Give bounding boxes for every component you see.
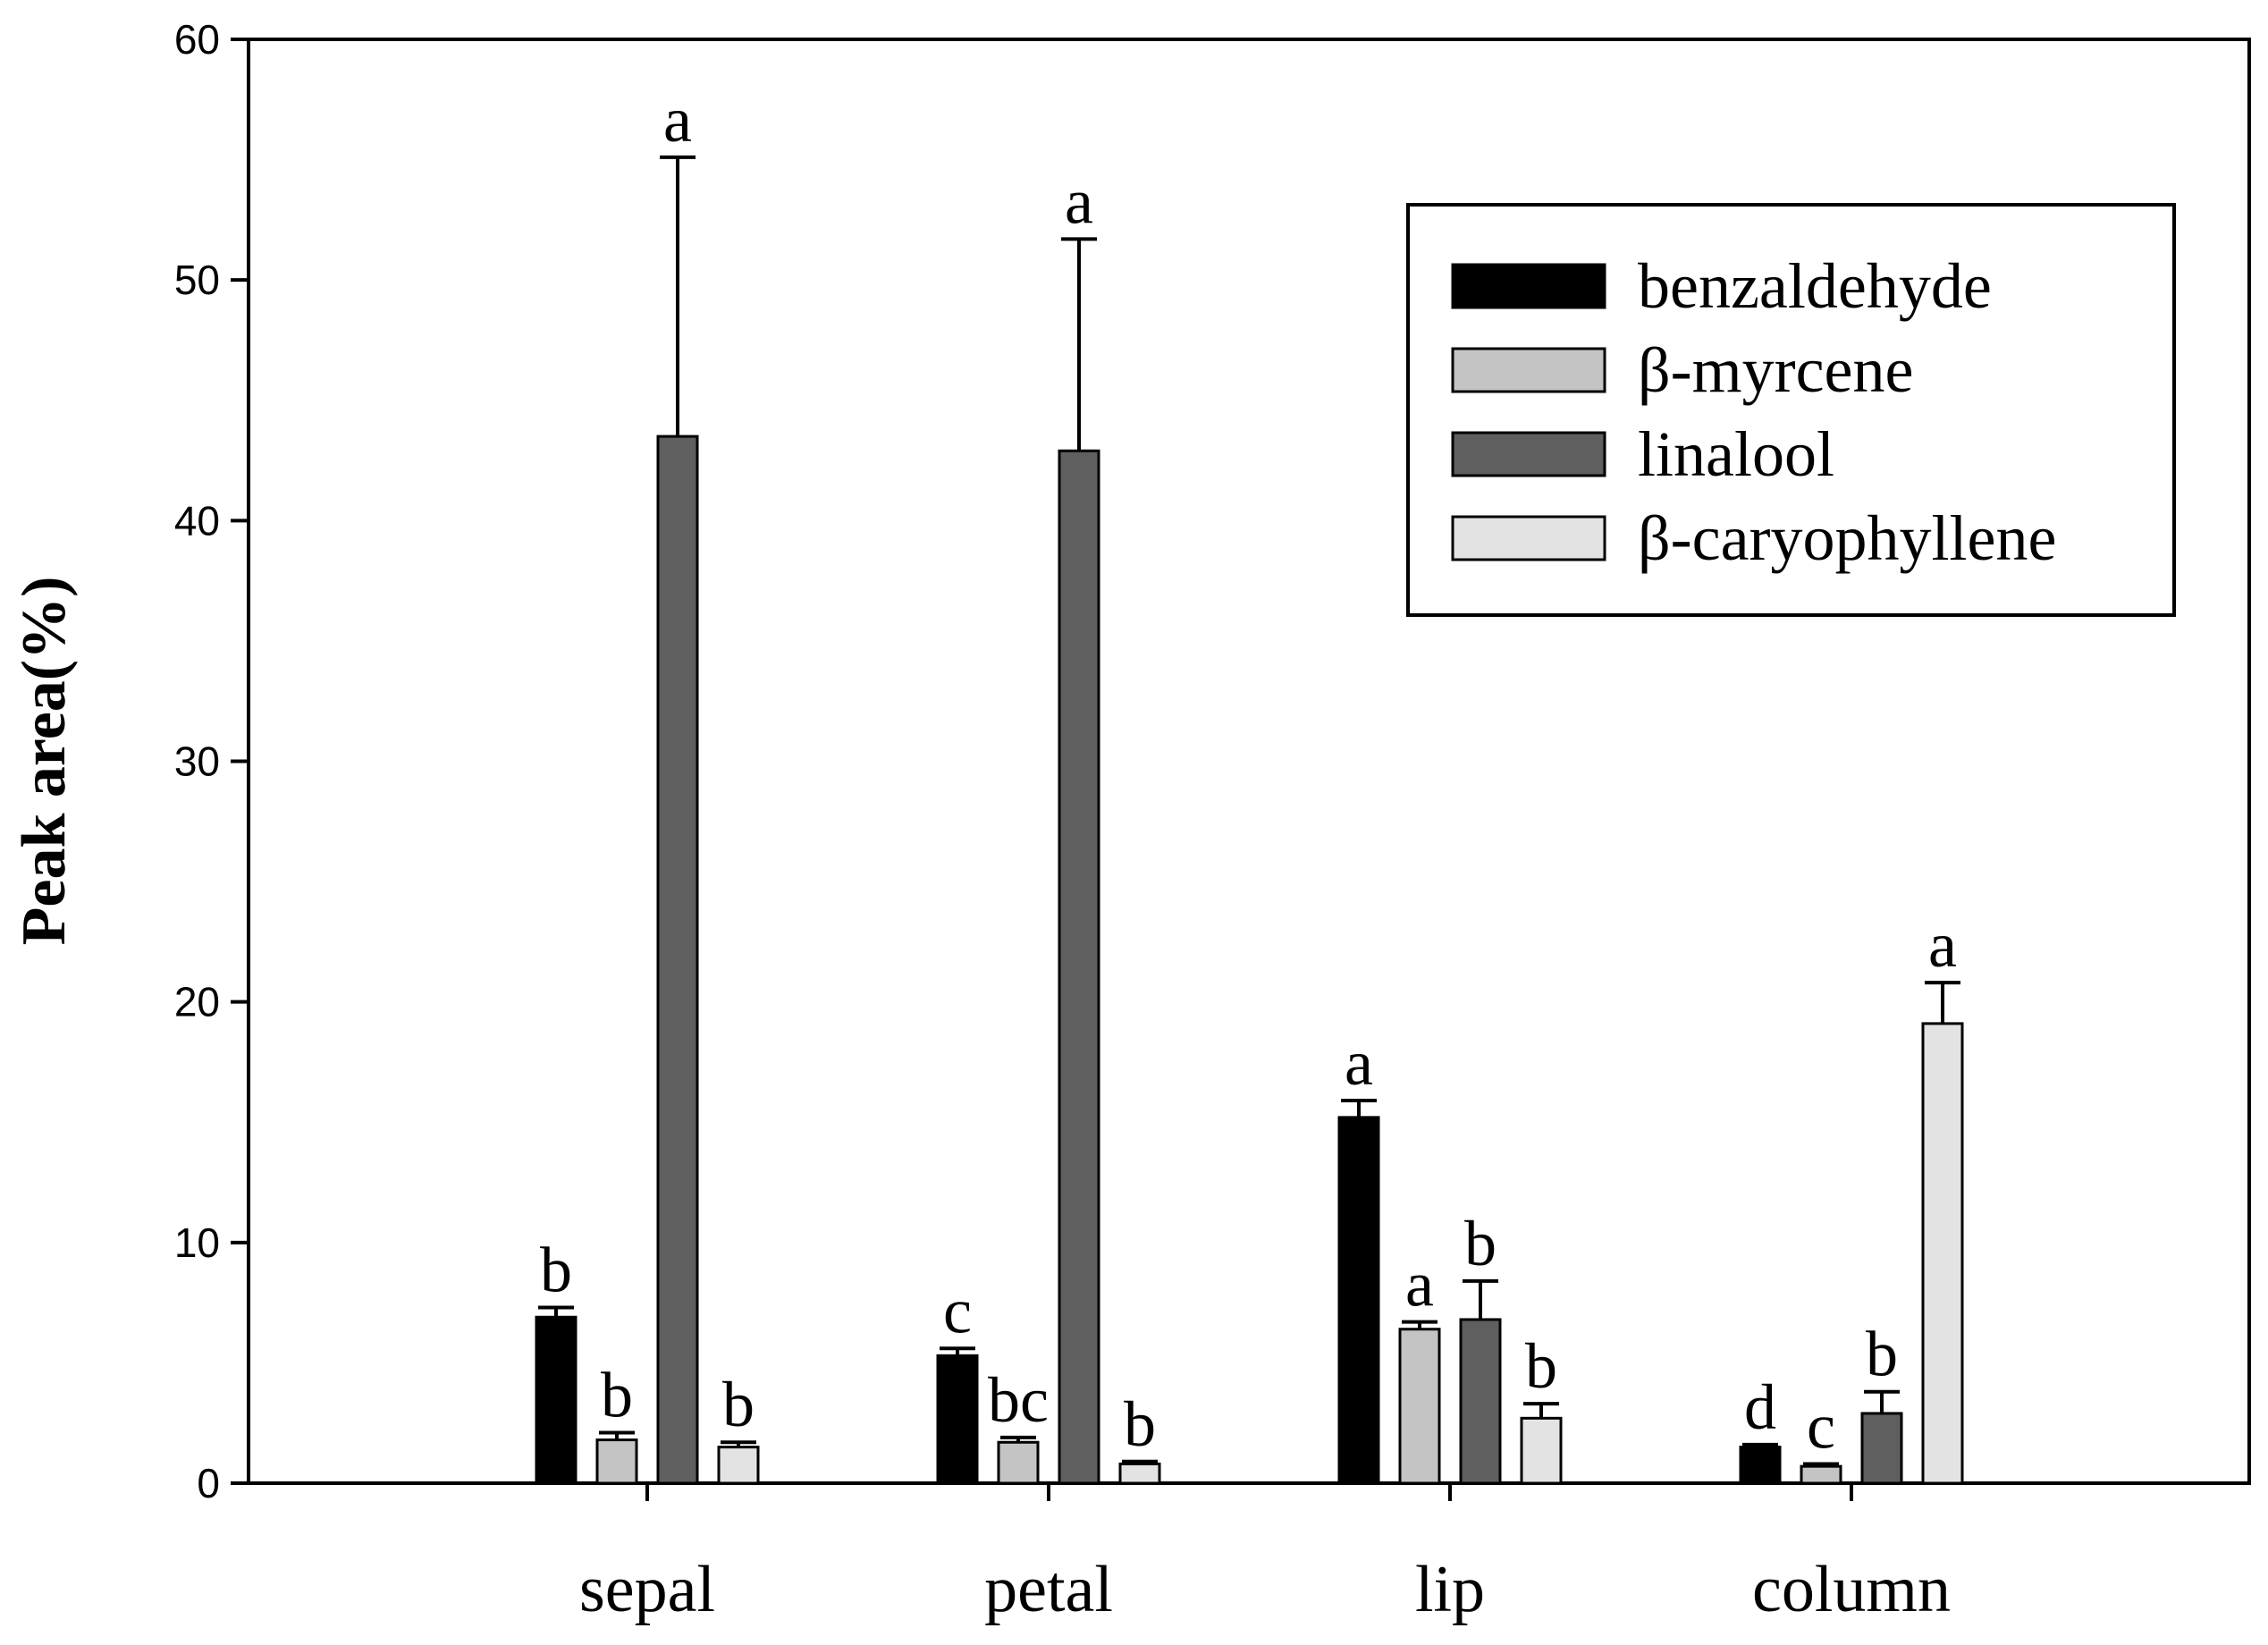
significance-letter: c (943, 1275, 972, 1346)
bar (595, 1438, 638, 1485)
bar (1058, 449, 1100, 1485)
bar (1800, 1464, 1842, 1485)
significance-letter: b (1866, 1319, 1898, 1390)
significance-letter: c (1807, 1390, 1835, 1462)
category-label-lip: lip (1415, 1553, 1485, 1626)
y-tick-label: 20 (174, 979, 220, 1025)
significance-letter: a (1928, 909, 1957, 981)
significance-letter: b (601, 1359, 633, 1430)
bar (936, 1354, 979, 1485)
y-tick-label: 30 (174, 738, 220, 785)
bar (1459, 1318, 1502, 1485)
bar (1398, 1328, 1441, 1485)
legend-label: benzaldehyde (1638, 250, 1992, 322)
y-tick-label: 60 (174, 16, 220, 63)
category-label-sepal: sepal (579, 1553, 715, 1626)
significance-letter: bc (988, 1364, 1049, 1436)
bar (717, 1446, 760, 1485)
bar (1739, 1446, 1782, 1485)
y-tick-label: 50 (174, 257, 220, 303)
significance-letter: a (1065, 165, 1093, 237)
significance-letter: b (1464, 1208, 1497, 1279)
bars-layer (535, 155, 1964, 1485)
bar (1860, 1412, 1903, 1485)
legend-swatch (1451, 431, 1606, 477)
significance-letter: a (663, 84, 692, 156)
legend-label: β-caryophyllene (1638, 502, 2056, 574)
bar (1118, 1462, 1161, 1485)
significance-letter: a (1345, 1027, 1373, 1099)
significance-letter: b (540, 1235, 572, 1306)
category-label-petal: petal (984, 1553, 1113, 1626)
category-label-column: column (1752, 1553, 1951, 1626)
significance-letter: a (1405, 1249, 1434, 1320)
legend-swatch (1451, 515, 1606, 561)
significance-letter: b (1124, 1388, 1156, 1460)
legend-label: β-myrcene (1638, 334, 1913, 406)
bar (1337, 1116, 1380, 1485)
bar (1520, 1416, 1563, 1485)
significance-letter: d (1744, 1371, 1776, 1443)
legend-swatch (1451, 347, 1606, 393)
significance-letter: b (1525, 1330, 1557, 1402)
bar (1921, 1022, 1964, 1485)
y-axis: 0 10 20 30 40 50 60 (174, 16, 249, 1506)
x-axis: sepal petal lip column (579, 1483, 1951, 1626)
significance-letter: b (722, 1369, 755, 1440)
legend-swatch (1451, 263, 1606, 309)
legend: benzaldehyde β-myrcene linalool β-caryophyl… (1406, 203, 2176, 617)
bar (535, 1315, 578, 1485)
bar (997, 1440, 1040, 1485)
bar (656, 434, 699, 1485)
y-tick-label: 10 (174, 1219, 220, 1266)
y-axis-title: Peak area(%) (10, 577, 79, 946)
y-tick-label: 0 (197, 1460, 220, 1506)
y-tick-label: 40 (174, 497, 220, 544)
legend-label: linalool (1638, 418, 1834, 490)
